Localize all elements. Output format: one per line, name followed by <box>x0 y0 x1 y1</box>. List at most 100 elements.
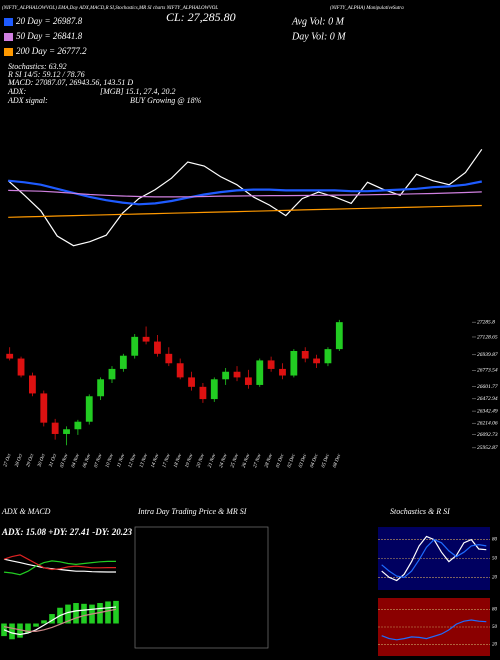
candle-body <box>108 368 116 380</box>
x-tick-label: 05 Dec <box>321 453 331 469</box>
indicator-text: BUY Growing @ 18% <box>130 96 202 105</box>
indicator-line <box>3 558 116 573</box>
candle-body <box>301 351 309 359</box>
ma-label: 200 Day = 26777.2 <box>16 46 87 56</box>
histogram-bar <box>97 603 103 624</box>
header-line: (NIFTY_ALPHA) ManipulativeSutra <box>330 6 404 11</box>
y-tick-label: 80 <box>492 608 498 613</box>
y-tick-label: 20 <box>492 576 498 581</box>
y-tick-label: 50 <box>492 625 498 630</box>
volume: Avg Vol: 0 M <box>291 16 345 27</box>
candle-body <box>131 336 139 356</box>
histogram-bar <box>73 603 79 624</box>
x-tick-label: 28 Nov <box>264 453 274 469</box>
x-tick-label: 14 Nov <box>151 453 161 469</box>
indicator-line <box>381 619 487 641</box>
legend-swatch <box>4 48 13 56</box>
histogram-bar <box>41 620 47 624</box>
ma-label: 20 Day = 26987.8 <box>16 16 83 26</box>
x-tick-label: 12 Nov <box>128 453 138 469</box>
y-tick-label: 26342.49 <box>477 407 498 414</box>
candle-body <box>256 360 264 385</box>
indicator-text: ADX signal: <box>7 96 48 105</box>
histogram-bar <box>9 623 15 640</box>
x-tick-label: 27 Oct <box>3 453 13 468</box>
x-tick-label: 18 Nov <box>174 453 184 469</box>
candle-body <box>85 396 93 422</box>
panel-title: Stochastics & R SI <box>390 507 450 516</box>
candle-body <box>40 393 48 423</box>
candle-body <box>335 322 343 350</box>
indicator-line <box>3 608 117 633</box>
x-tick-label: 31 Oct <box>49 453 59 468</box>
x-tick-label: 10 Nov <box>105 453 115 469</box>
x-tick-label: 03 Dec <box>299 453 309 469</box>
indicator-line <box>3 560 116 576</box>
candle-body <box>97 379 105 397</box>
panel-title: ADX & MACD <box>1 507 51 516</box>
x-tick-label: 06 Nov <box>83 453 93 469</box>
legend-swatch <box>4 18 13 26</box>
x-tick-label: 25 Nov <box>230 453 240 469</box>
candle-body <box>222 371 230 380</box>
y-tick-label: 20 <box>492 643 498 648</box>
candle-body <box>165 353 173 364</box>
candle-body <box>119 355 127 369</box>
x-tick-label: 07 Nov <box>94 453 104 469</box>
indicator-text: ADX: <box>7 87 27 96</box>
candle-body <box>176 363 184 378</box>
histogram-bar <box>65 604 71 624</box>
indicator-line <box>8 204 482 218</box>
x-tick-label: 11 Nov <box>117 453 127 469</box>
indicator-line <box>381 538 487 579</box>
candle-body <box>199 386 207 400</box>
histogram-bar <box>81 603 87 624</box>
y-tick-label: 50 <box>492 557 498 562</box>
y-tick-label: 27285.8 <box>477 319 495 325</box>
x-tick-label: 21 Nov <box>208 453 218 469</box>
y-tick-label: 26601.77 <box>477 384 498 390</box>
x-tick-label: 02 Dec <box>287 453 297 469</box>
y-tick-label: 26214.06 <box>477 419 498 426</box>
y-tick-label: 26092.73 <box>477 432 498 438</box>
panel-title: Intra Day Trading Price & MR SI <box>137 507 247 516</box>
y-tick-label: 80 <box>492 538 498 543</box>
volume: Day Vol: 0 M <box>291 31 346 42</box>
candle-body <box>210 379 218 400</box>
indicator-line <box>8 179 483 206</box>
candle-body <box>142 336 150 342</box>
candle-body <box>313 358 320 364</box>
candle-body <box>267 360 275 369</box>
indicator-text: Stochastics: 63.92 <box>8 62 67 71</box>
x-tick-label: 17 Nov <box>162 453 172 469</box>
intraday-frame <box>134 526 269 649</box>
candle-body <box>279 368 286 376</box>
indicator-text: MACD: 27087.07, 26943.56, 143.51 D <box>7 78 133 87</box>
candle-body <box>324 349 332 364</box>
x-tick-label: 28 Oct <box>15 453 25 468</box>
panel-subtitle: ADX: 15.08 +DY: 27.41 -DY: 20.23 <box>1 527 132 537</box>
candle-body <box>74 421 82 430</box>
y-tick-label: 26472.94 <box>477 395 498 402</box>
candle-body <box>290 351 298 376</box>
x-tick-label: 30 Oct <box>37 453 47 468</box>
legend-swatch <box>4 33 13 41</box>
indicator-text: [MGB] 15.1, 27.4, 20.2 <box>100 87 176 96</box>
close-price: CL: 27,285.80 <box>166 10 236 24</box>
x-tick-label: 26 Nov <box>242 453 252 469</box>
x-tick-label: 03 Nov <box>60 453 70 469</box>
y-tick-label: 26773.54 <box>477 367 498 374</box>
ma-label: 50 Day = 26841.8 <box>16 31 83 41</box>
x-tick-label: 20 Nov <box>196 453 206 469</box>
candle-body <box>244 377 252 385</box>
candle-body <box>154 341 161 354</box>
candle-body <box>17 358 25 376</box>
indicator-line <box>3 554 116 571</box>
y-tick-label: 26939.87 <box>477 352 498 358</box>
candle-body <box>188 377 195 387</box>
x-tick-label: 01 Dec <box>276 453 286 469</box>
x-tick-label: 04 Nov <box>71 453 81 469</box>
candle-body <box>233 371 241 378</box>
x-tick-label: 29 Oct <box>26 453 36 468</box>
